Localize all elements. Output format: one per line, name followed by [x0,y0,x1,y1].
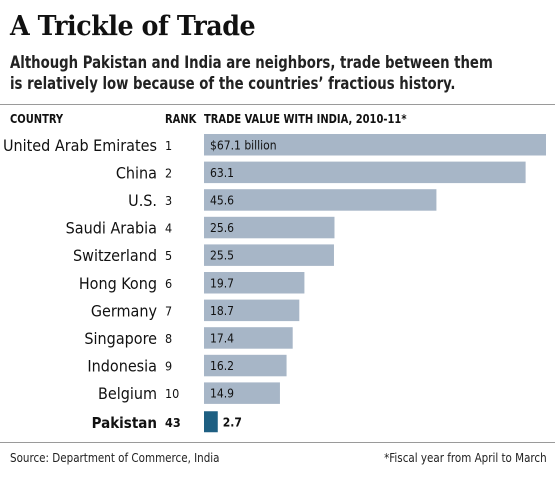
bar-united-arab-emirates [204,134,546,156]
country-label-united-arab-emirates: United Arab Emirates [3,136,157,155]
rank-label-belgium: 10 [165,386,179,401]
rank-label-saudi-arabia: 4 [165,221,172,236]
value-label-switzerland: 25.5 [210,249,234,263]
rank-label-singapore: 8 [165,331,172,346]
rank-label-pakistan: 43 [165,415,181,430]
subtitle-line-1: Although Pakistan and India are neighbor… [10,53,493,72]
bar-indonesia [204,354,287,377]
value-label-china: 63.1 [210,166,234,180]
rank-label-indonesia: 9 [165,359,172,374]
country-label-belgium: Belgium [98,384,157,403]
subtitle-line-2: is relatively low because of the countri… [10,74,456,93]
fiscal-year-note: *Fiscal year from April to March [384,450,547,465]
source-note: Source: Department of Commerce, India [10,450,220,465]
rule-top [0,104,555,105]
country-label-hong-kong: Hong Kong [79,274,157,293]
bar-chart: United Arab Emirates 1 $67.1 billion China 2… [3,134,546,433]
country-label-singapore: Singapore [84,329,157,348]
bar-belgium [204,382,280,404]
country-label-pakistan: Pakistan [92,414,157,432]
value-label-indonesia: 16.2 [210,359,234,373]
bar-u-s [204,189,437,211]
rank-label-hong-kong: 6 [165,276,172,291]
value-label-germany: 18.7 [210,304,234,318]
bar-switzerland [204,244,334,266]
rank-label-china: 2 [165,165,172,180]
country-label-u-s: U.S. [128,191,157,210]
bar-singapore [204,327,293,349]
header-trade-value: TRADE VALUE WITH INDIA, 2010-11* [204,112,407,126]
header-rank: RANK [165,112,197,126]
header-country: COUNTRY [10,112,64,126]
rank-label-united-arab-emirates: 1 [165,138,172,153]
bar-hong-kong [204,272,305,294]
value-label-pakistan: 2.7 [223,415,242,429]
value-label-u-s: 45.6 [210,193,234,207]
value-label-united-arab-emirates: $67.1 billion [210,138,277,152]
rule-bottom [0,442,555,443]
value-label-saudi-arabia: 25.6 [210,221,234,235]
rank-label-switzerland: 5 [165,248,172,263]
country-label-indonesia: Indonesia [87,357,157,376]
bar-china [204,161,526,184]
value-label-hong-kong: 19.7 [210,276,234,290]
country-label-saudi-arabia: Saudi Arabia [66,219,157,238]
subtitle: Although Pakistan and India are neighbor… [10,52,514,94]
bar-germany [204,299,300,322]
bar-pakistan [204,411,218,433]
rank-label-u-s: 3 [165,193,172,208]
bar-saudi-arabia [204,216,335,239]
page-title: A Trickle of Trade [10,11,256,42]
value-label-singapore: 17.4 [210,331,234,345]
country-label-china: China [116,163,157,182]
country-label-germany: Germany [91,301,158,320]
country-label-switzerland: Switzerland [73,246,157,265]
value-label-belgium: 14.9 [210,387,234,401]
rank-label-germany: 7 [165,303,172,318]
